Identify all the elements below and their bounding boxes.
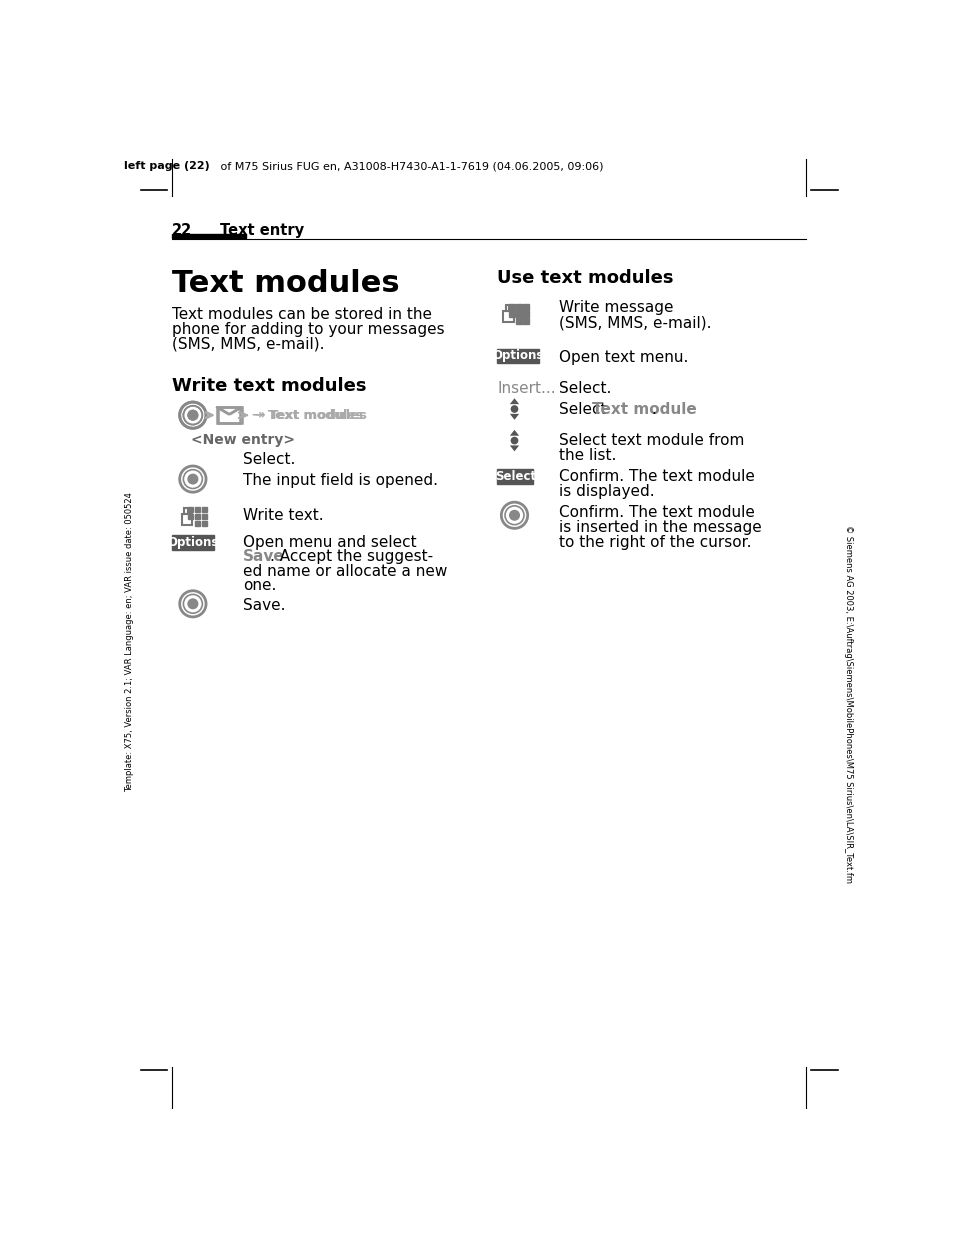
Text: one.: one. [243,578,276,593]
Polygon shape [509,414,518,420]
Text: Write message: Write message [558,300,673,315]
Text: (SMS, MMS, e-mail).: (SMS, MMS, e-mail). [558,315,710,330]
Polygon shape [509,399,518,404]
Text: phone for adding to your messages: phone for adding to your messages [172,321,444,336]
Text: The input field is opened.: The input field is opened. [243,473,437,488]
Text: → Text modules: → Text modules [254,409,362,421]
Text: Options: Options [167,536,218,548]
Text: Confirm. The text module: Confirm. The text module [558,468,754,483]
Text: Select: Select [558,402,611,417]
Bar [509,304,515,310]
Text: Save.: Save. [243,598,286,613]
Text: 22: 22 [172,223,192,238]
Text: left page (22): left page (22) [124,161,210,171]
Polygon shape [509,430,518,436]
Bar [202,521,207,526]
Bar [516,304,521,310]
Text: is displayed.: is displayed. [558,483,654,498]
Text: Write text modules: Write text modules [172,376,366,395]
Bar [509,312,515,316]
Bar [523,304,528,310]
Bar [172,535,213,549]
Circle shape [187,410,198,421]
Circle shape [509,510,519,521]
Bar [497,470,533,485]
Bar [188,507,193,512]
Bar [523,318,528,324]
Text: (SMS, MMS, e-mail).: (SMS, MMS, e-mail). [172,336,324,351]
Text: Text modules can be stored in the: Text modules can be stored in the [172,308,432,323]
Bar [202,513,207,520]
Bar [202,507,207,512]
Bar [218,407,241,422]
Circle shape [187,410,198,421]
Text: Select.: Select. [558,380,611,395]
Bar [505,305,509,312]
Bar [516,318,521,324]
Bar [172,234,245,238]
Text: <New entry>: <New entry> [191,432,294,447]
Bar [216,407,240,422]
Bar [194,521,200,526]
Text: Template: X75, Version 2.1; VAR Language: en; VAR issue date: 050524: Template: X75, Version 2.1; VAR Language… [125,492,133,792]
Bar [181,513,193,525]
Text: Text module: Text module [592,402,696,417]
Text: Use text modules: Use text modules [497,269,673,287]
Text: Select text module from: Select text module from [558,432,743,447]
Bar [188,513,193,520]
Text: Save: Save [243,549,285,564]
Bar [184,507,188,513]
Text: Write text.: Write text. [243,507,323,522]
Text: Options: Options [492,349,543,363]
Text: .: . [651,402,656,417]
Text: to the right of the cursor.: to the right of the cursor. [558,535,750,549]
Text: . Accept the suggest-: . Accept the suggest- [270,549,433,564]
Text: Text entry: Text entry [220,223,304,238]
Circle shape [510,405,517,412]
Text: → Text modules: → Text modules [252,409,366,421]
Text: © Siemens AG 2003, E:\Auftrag\Siemens\MobilePhones\M75 Sirius\en\LA\SIR_Text.fm: © Siemens AG 2003, E:\Auftrag\Siemens\Mo… [843,525,852,883]
Bar [194,507,200,512]
Text: of M75 Sirius FUG en, A31008-H7430-A1-1-7619 (04.06.2005, 09:06): of M75 Sirius FUG en, A31008-H7430-A1-1-… [216,161,602,171]
Bar [497,349,538,363]
Text: Open menu and select: Open menu and select [243,535,416,549]
Text: Select.: Select. [243,452,295,467]
Text: ed name or allocate a new: ed name or allocate a new [243,563,447,579]
Circle shape [187,598,198,609]
Text: the list.: the list. [558,447,616,462]
Text: is inserted in the message: is inserted in the message [558,520,760,535]
Bar [516,312,521,316]
Bar [523,312,528,316]
Circle shape [187,473,198,485]
Text: Select: Select [495,470,536,483]
Text: Text modules: Text modules [172,269,399,298]
Circle shape [510,437,517,445]
Text: Insert...: Insert... [497,380,556,395]
Polygon shape [509,445,518,451]
Bar [503,312,514,321]
Text: Open text menu.: Open text menu. [558,350,687,365]
Bar [194,513,200,520]
Text: Confirm. The text module: Confirm. The text module [558,506,754,521]
